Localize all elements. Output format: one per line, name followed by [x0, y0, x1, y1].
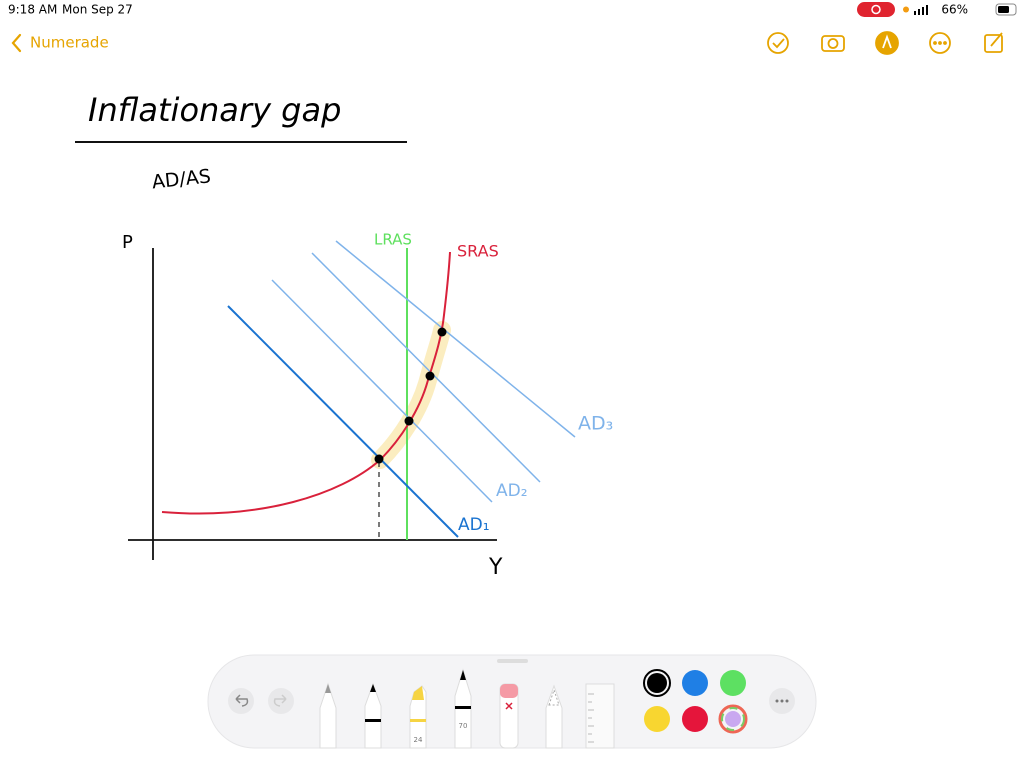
ad3-label: AD₃	[578, 413, 613, 435]
record-icon	[871, 4, 881, 15]
markup-button[interactable]	[875, 31, 899, 55]
color-red[interactable]	[682, 706, 708, 732]
redo-button[interactable]	[268, 688, 294, 714]
highlight	[371, 321, 451, 469]
palette-more-button[interactable]	[769, 688, 795, 714]
color-yellow[interactable]	[644, 706, 670, 732]
compose-button[interactable]	[984, 32, 1003, 53]
status-time: 9:18 AM	[8, 3, 57, 17]
battery-level	[998, 6, 1009, 13]
undo-button[interactable]	[228, 688, 254, 714]
more-button[interactable]	[929, 32, 951, 54]
y-axis-label: P	[122, 232, 133, 253]
camera-button[interactable]	[821, 35, 845, 52]
marker-tool[interactable]	[364, 682, 382, 749]
eraser-tool[interactable]	[499, 683, 519, 749]
note-subtitle: AD/AS	[151, 165, 212, 193]
ad-mid-line	[311, 252, 541, 483]
lasso-tool[interactable]	[545, 684, 563, 749]
x-axis-label: Y	[488, 555, 503, 580]
ad1-label: AD₁	[458, 515, 490, 535]
lras-label: LRAS	[374, 231, 412, 249]
color-green[interactable]	[720, 670, 746, 696]
sras-label: SRAS	[457, 242, 499, 261]
equilibrium-dot	[404, 416, 414, 426]
fineliner-tool[interactable]: 70	[454, 668, 472, 749]
ad2-line	[271, 279, 493, 503]
back-label: Numerade	[30, 34, 109, 52]
pen-tool[interactable]	[319, 682, 337, 749]
signal-icon	[914, 5, 928, 15]
ad2-label: AD₂	[496, 481, 528, 501]
pen-size: 70	[459, 722, 468, 730]
color-swatches	[643, 669, 748, 734]
marker-size: 24	[414, 736, 423, 744]
ruler-tool[interactable]	[585, 683, 615, 749]
sras-curve	[161, 251, 451, 515]
color-picker[interactable]	[718, 704, 748, 734]
back-chevron	[11, 33, 22, 53]
status-date: Mon Sep 27	[62, 3, 133, 17]
note-title: Inflationary gap	[88, 91, 341, 129]
highlighter-tool[interactable]: 24	[409, 685, 427, 749]
palette-handle	[497, 659, 528, 663]
color-blue[interactable]	[682, 670, 708, 696]
equilibrium-dot	[374, 454, 384, 464]
done-button[interactable]	[767, 32, 789, 54]
equilibrium-dot	[437, 327, 447, 337]
recording-pill	[857, 2, 895, 17]
back-button[interactable]: Numerade	[11, 33, 109, 53]
equilibrium-dot	[425, 371, 435, 381]
battery-icon	[995, 3, 1017, 16]
ad1-line	[227, 305, 459, 538]
mic-dot	[903, 6, 909, 13]
ad3-line	[335, 240, 576, 438]
color-black[interactable]	[643, 669, 671, 697]
battery-percent: 66%	[941, 3, 968, 17]
